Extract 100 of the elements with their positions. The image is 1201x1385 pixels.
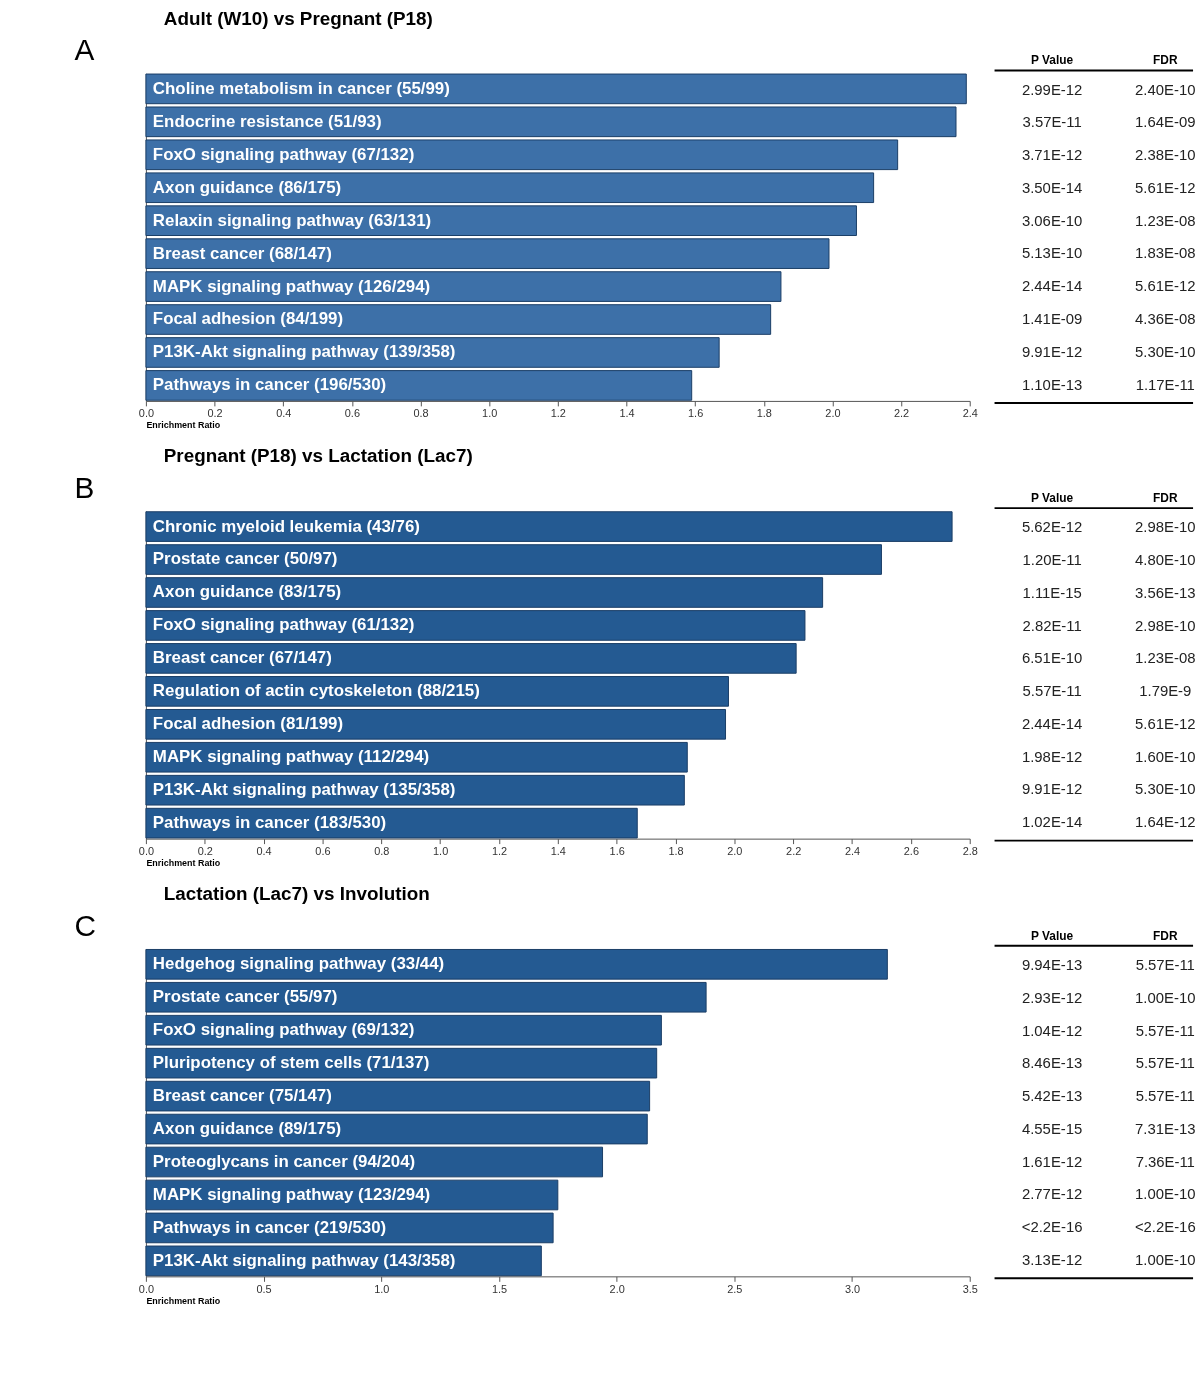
- x-tick-label: 1.8: [756, 407, 772, 420]
- text: 9.91E-12: [1021, 343, 1083, 360]
- text: 5.30E-10: [1135, 781, 1196, 798]
- text: 1.79E-9: [1139, 683, 1192, 700]
- text: 8.46E-13: [1021, 1055, 1083, 1072]
- text: 5.61E-12: [1135, 715, 1196, 732]
- text: 1.00E-10: [1135, 1251, 1196, 1268]
- x-tick-label: 0.8: [413, 407, 429, 420]
- category-label: Axon guidance (89/175): [152, 1119, 342, 1139]
- bar: [145, 73, 967, 105]
- category-label: Focal adhesion (84/199): [152, 309, 344, 329]
- category-label: Breast cancer (75/147): [152, 1086, 332, 1106]
- category-label: FoxO signaling pathway (61/132): [152, 615, 415, 635]
- category-label: Breast cancer (67/147): [152, 648, 332, 668]
- text: 5.57E-11: [1135, 957, 1195, 974]
- text: 2.38E-10: [1135, 147, 1196, 164]
- x-axis-title: Enrichment Ratio: [146, 1295, 221, 1306]
- text: C: [74, 908, 96, 942]
- bar: [145, 610, 806, 641]
- x-tick-label: 0.8: [374, 845, 390, 858]
- category-label: Choline metabolism in cancer (55/99): [152, 78, 450, 98]
- text: FDR: [1153, 928, 1178, 943]
- text: 1.23E-08: [1135, 650, 1196, 667]
- x-tick-label: 0.6: [315, 845, 331, 858]
- bar: [145, 544, 882, 575]
- bar: [145, 1047, 658, 1079]
- text: 4.55E-15: [1021, 1120, 1083, 1137]
- bar: [145, 304, 772, 335]
- text: 1.61E-12: [1021, 1153, 1083, 1170]
- text: 7.36E-11: [1135, 1153, 1195, 1170]
- text: 4.80E-10: [1135, 552, 1196, 569]
- x-tick-label: 2.2: [893, 407, 910, 420]
- category-label: Pathways in cancer (196/530): [152, 375, 387, 395]
- x-tick-label: 2.5: [727, 1282, 743, 1295]
- bar: [145, 205, 857, 236]
- text: 1.20E-11: [1022, 552, 1082, 569]
- x-tick-label: 2.4: [844, 845, 861, 858]
- text: 3.50E-14: [1021, 179, 1083, 196]
- text: FDR: [1153, 491, 1178, 506]
- bar: [145, 948, 888, 980]
- x-tick-label: 2.0: [825, 407, 841, 420]
- text: 5.61E-12: [1135, 179, 1196, 196]
- category-label: P13K-Akt signaling pathway (139/358): [152, 342, 456, 362]
- text: 1.00E-10: [1135, 1186, 1196, 1203]
- x-tick-label: 0.0: [138, 407, 154, 420]
- x-tick-label: 1.5: [491, 1282, 508, 1295]
- text: <2.2E-16: [1021, 1219, 1083, 1236]
- category-label: Breast cancer (68/147): [152, 243, 332, 263]
- bar: [145, 981, 707, 1013]
- text: 1.11E-15: [1022, 584, 1082, 601]
- text: 5.42E-13: [1021, 1088, 1083, 1105]
- bar: [145, 577, 824, 608]
- text: 9.91E-12: [1021, 781, 1083, 798]
- text: A: [74, 33, 95, 67]
- text: 5.62E-12: [1021, 519, 1083, 536]
- text: 3.56E-13: [1135, 584, 1196, 601]
- bar: [145, 172, 875, 204]
- category-label: Chronic myeloid leukemia (43/76): [152, 516, 420, 536]
- text: 2.93E-12: [1021, 989, 1083, 1006]
- text: 5.57E-11: [1135, 1055, 1195, 1072]
- category-label: Relaxin signaling pathway (63/131): [152, 210, 432, 230]
- category-label: FoxO signaling pathway (67/132): [152, 144, 415, 164]
- x-axis-title: Enrichment Ratio: [146, 857, 221, 868]
- text: 3.71E-12: [1021, 147, 1083, 164]
- chart-title: Pregnant (P18) vs Lactation (Lac7): [163, 445, 473, 467]
- category-label: Endocrine resistance (51/93): [152, 111, 382, 131]
- text: 2.44E-14: [1021, 715, 1083, 732]
- text: 3.13E-12: [1021, 1251, 1083, 1268]
- category-label: Regulation of actin cytoskeleton (88/215): [152, 681, 480, 701]
- text: 2.77E-12: [1021, 1186, 1083, 1203]
- category-label: Proteoglycans in cancer (94/204): [152, 1151, 416, 1171]
- x-tick-label: 0.0: [138, 845, 154, 858]
- bar: [145, 238, 830, 269]
- x-tick-label: 1.0: [433, 845, 449, 858]
- category-label: P13K-Akt signaling pathway (135/358): [152, 780, 456, 800]
- bar: [145, 643, 797, 674]
- chart-title: Adult (W10) vs Pregnant (P18): [163, 7, 433, 29]
- text: 5.57E-11: [1135, 1022, 1195, 1039]
- x-tick-label: 0.4: [276, 407, 292, 420]
- category-label: MAPK signaling pathway (123/294): [152, 1184, 431, 1204]
- x-tick-label: 1.8: [668, 845, 684, 858]
- text: 2.98E-10: [1135, 617, 1196, 634]
- bar: [145, 370, 693, 401]
- bar: [145, 511, 953, 542]
- category-label: FoxO signaling pathway (69/132): [152, 1020, 415, 1040]
- x-tick-label: 2.8: [962, 845, 978, 858]
- x-tick-label: 0.5: [256, 1282, 272, 1295]
- text: 5.57E-11: [1135, 1088, 1195, 1105]
- text: 2.40E-10: [1135, 81, 1196, 98]
- text: 1.98E-12: [1021, 748, 1083, 765]
- bar: [145, 708, 727, 740]
- text: P Value: [1031, 53, 1074, 68]
- x-tick-label: 2.0: [609, 1282, 625, 1295]
- text: 5.57E-11: [1022, 683, 1082, 700]
- text: 5.61E-12: [1135, 278, 1196, 295]
- x-tick-label: 3.5: [962, 1282, 978, 1295]
- text: 1.64E-12: [1135, 814, 1196, 831]
- text: 1.83E-08: [1135, 245, 1196, 262]
- text: P Value: [1031, 491, 1074, 506]
- text: 1.17E-11: [1135, 376, 1195, 393]
